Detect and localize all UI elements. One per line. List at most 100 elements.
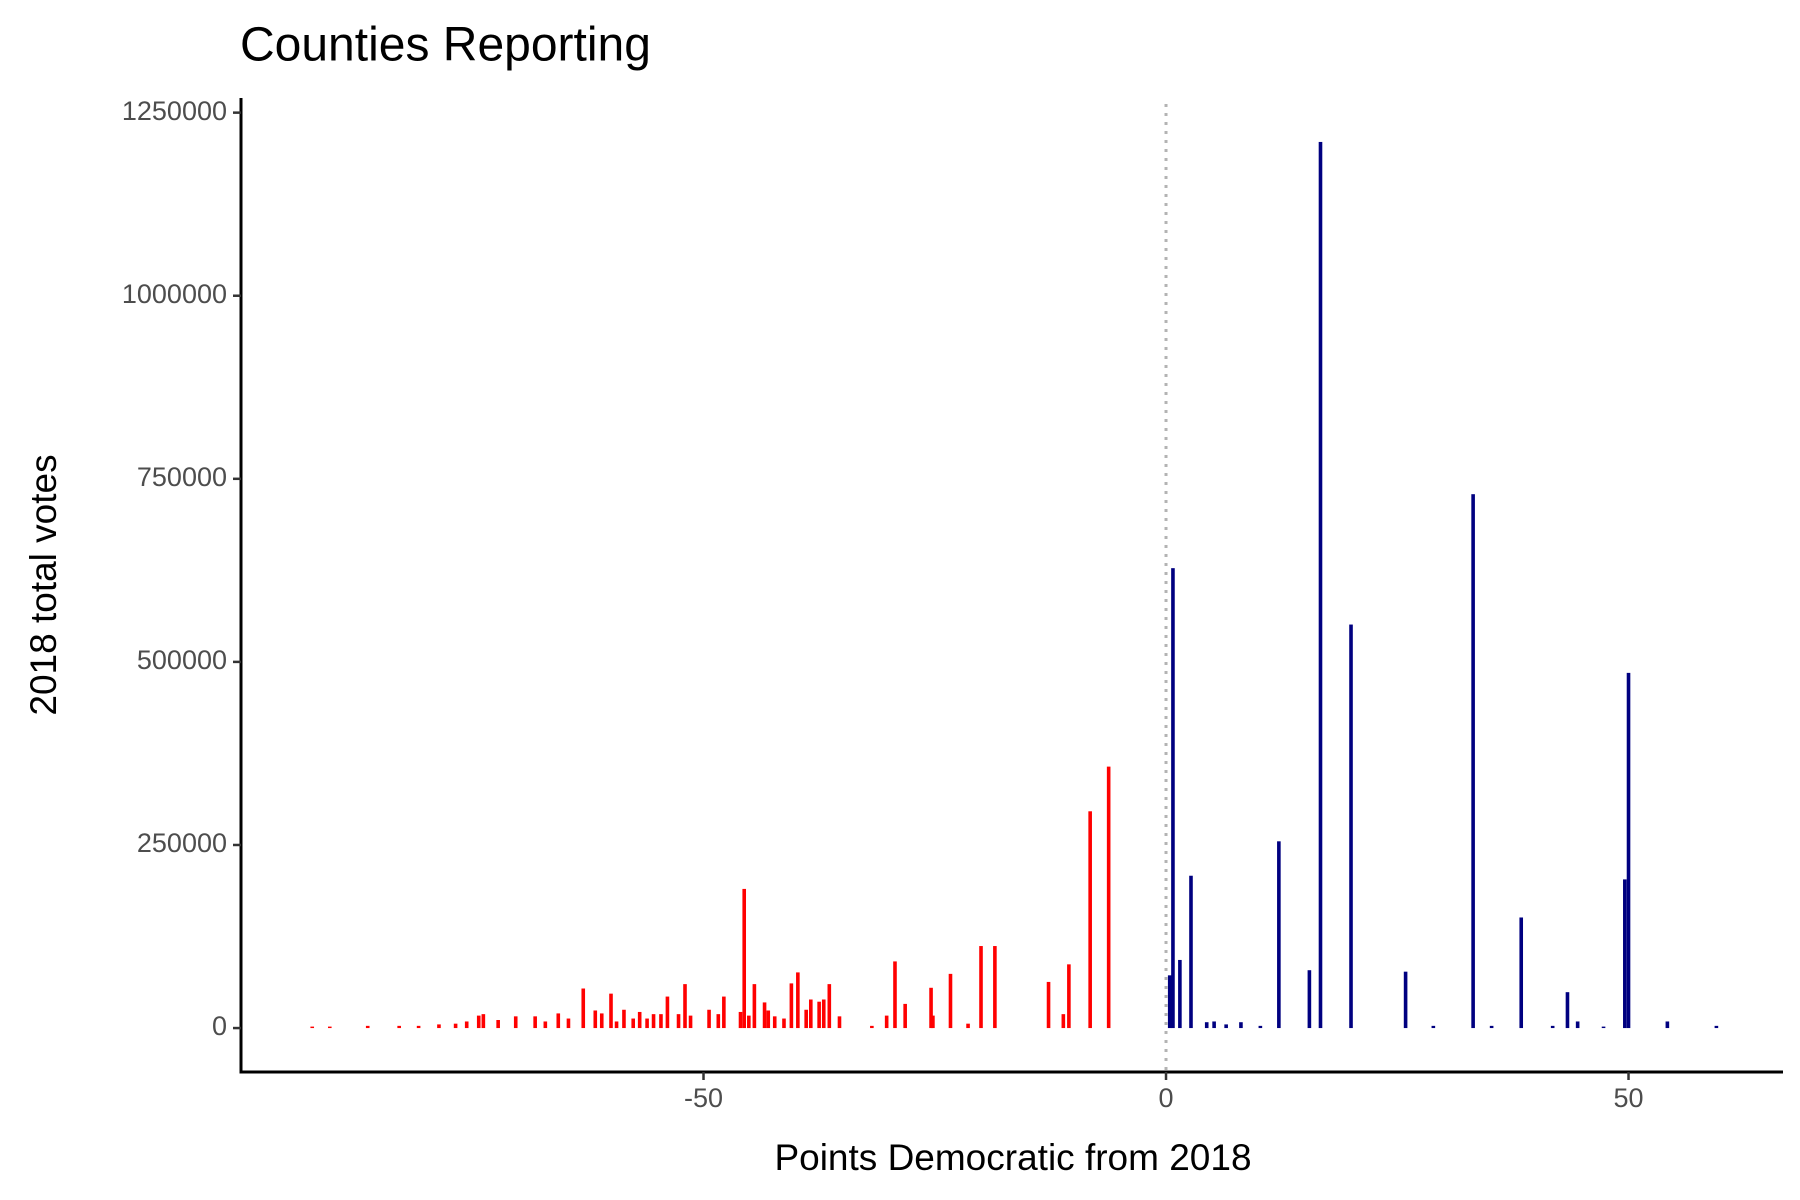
bar bbox=[870, 1025, 874, 1029]
bar bbox=[1403, 971, 1408, 1029]
bar bbox=[1623, 879, 1627, 1029]
bar bbox=[827, 984, 832, 1029]
bar bbox=[1106, 766, 1111, 1029]
bar bbox=[1277, 841, 1281, 1029]
bar bbox=[1204, 1022, 1209, 1029]
bar bbox=[1519, 917, 1524, 1029]
chart-title: Counties Reporting bbox=[240, 19, 651, 72]
bar bbox=[1318, 141, 1323, 1029]
bar bbox=[593, 1010, 598, 1029]
bar bbox=[614, 1021, 619, 1029]
bar bbox=[821, 999, 826, 1029]
bar bbox=[1061, 1014, 1066, 1029]
x-tick-label: -50 bbox=[684, 1083, 723, 1113]
bar bbox=[1349, 624, 1353, 1029]
bar bbox=[328, 1026, 332, 1029]
bar bbox=[929, 987, 933, 1029]
bar bbox=[631, 1018, 636, 1029]
bar bbox=[993, 946, 997, 1029]
bar bbox=[543, 1021, 548, 1029]
y-tick-label: 1250000 bbox=[122, 96, 227, 126]
y-tick-label: 500000 bbox=[137, 645, 227, 675]
bar bbox=[762, 1002, 767, 1029]
bar bbox=[1550, 1025, 1555, 1029]
bar bbox=[481, 1014, 486, 1029]
bar bbox=[1471, 494, 1475, 1029]
bar bbox=[948, 973, 953, 1029]
bar bbox=[1626, 672, 1631, 1029]
bar bbox=[645, 1018, 649, 1029]
bar bbox=[1224, 1024, 1228, 1029]
bar bbox=[464, 1021, 469, 1029]
bar bbox=[884, 1015, 889, 1029]
bar bbox=[1307, 970, 1312, 1029]
bar bbox=[1665, 1021, 1670, 1029]
bar bbox=[722, 996, 726, 1029]
y-tick-label: 250000 bbox=[137, 828, 227, 858]
bar bbox=[609, 993, 613, 1029]
bar bbox=[688, 1015, 693, 1029]
y-axis-title: 2018 total votes bbox=[23, 454, 64, 715]
bar bbox=[804, 1009, 808, 1029]
bar bbox=[742, 888, 747, 1029]
bar bbox=[966, 1023, 970, 1029]
bar bbox=[1167, 975, 1172, 1029]
y-tick-label: 1000000 bbox=[122, 279, 227, 309]
bar bbox=[837, 1016, 842, 1029]
bar bbox=[747, 1015, 751, 1029]
bar bbox=[1258, 1025, 1263, 1029]
bar bbox=[789, 983, 794, 1029]
bar bbox=[676, 1014, 681, 1029]
bar bbox=[453, 1023, 458, 1029]
bar bbox=[796, 972, 800, 1029]
bar bbox=[1067, 964, 1071, 1029]
bar bbox=[310, 1026, 315, 1029]
bar bbox=[665, 996, 670, 1029]
bar bbox=[599, 1013, 604, 1029]
bar bbox=[683, 984, 687, 1029]
bar bbox=[1489, 1025, 1494, 1029]
bar bbox=[1565, 992, 1570, 1029]
bar bbox=[738, 1011, 743, 1029]
bar bbox=[637, 1011, 642, 1029]
bar bbox=[893, 961, 897, 1029]
bar bbox=[581, 988, 586, 1029]
bar bbox=[365, 1025, 370, 1029]
bar bbox=[1575, 1021, 1580, 1029]
bar bbox=[416, 1025, 421, 1029]
bar bbox=[809, 999, 813, 1029]
bar bbox=[533, 1016, 537, 1029]
bar bbox=[1239, 1022, 1243, 1029]
bar bbox=[397, 1025, 401, 1029]
bar bbox=[716, 1014, 721, 1029]
x-axis-title: Points Democratic from 2018 bbox=[774, 1137, 1251, 1178]
bar bbox=[1171, 568, 1175, 1029]
bar bbox=[772, 1016, 777, 1029]
x-tick-label: 50 bbox=[1613, 1083, 1643, 1113]
bar bbox=[979, 946, 983, 1029]
bar bbox=[817, 1001, 821, 1029]
bar bbox=[766, 1010, 771, 1029]
bar bbox=[513, 1016, 518, 1029]
bar bbox=[496, 1020, 500, 1029]
bar bbox=[752, 984, 757, 1029]
bar bbox=[1046, 981, 1051, 1029]
bar bbox=[1212, 1021, 1216, 1029]
bar bbox=[476, 1015, 481, 1029]
bar bbox=[556, 1013, 561, 1029]
bar bbox=[1178, 959, 1182, 1029]
bar bbox=[437, 1024, 441, 1029]
bar bbox=[707, 1009, 711, 1029]
y-tick-label: 750000 bbox=[137, 462, 227, 492]
bar bbox=[931, 1015, 935, 1029]
bar bbox=[1601, 1026, 1606, 1029]
y-tick-label: 0 bbox=[212, 1011, 227, 1041]
bar bbox=[1189, 875, 1193, 1029]
bar bbox=[1088, 811, 1092, 1029]
bar bbox=[1714, 1025, 1719, 1029]
bar bbox=[651, 1014, 656, 1029]
bar bbox=[566, 1018, 571, 1029]
bar bbox=[659, 1014, 663, 1029]
bar bbox=[903, 1003, 907, 1029]
